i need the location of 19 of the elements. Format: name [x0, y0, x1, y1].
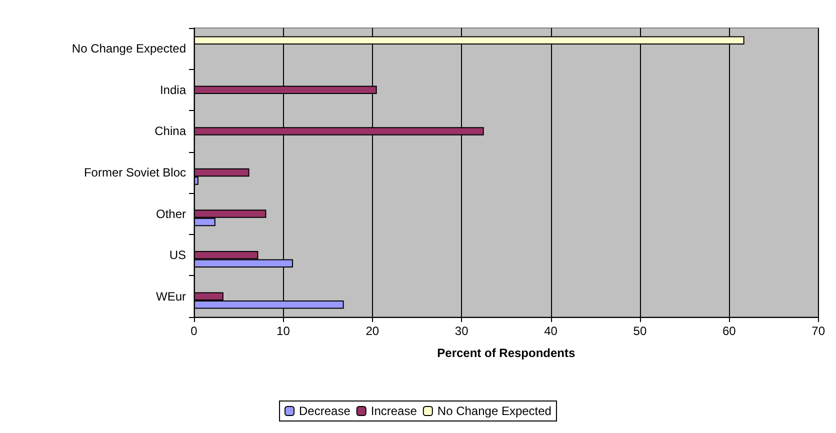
- x-tick-label: 70: [812, 324, 826, 338]
- x-tick-label: 60: [722, 324, 736, 338]
- y-tick-label: China: [154, 124, 186, 138]
- x-tick-label: 50: [633, 324, 647, 338]
- y-tick-label: US: [169, 248, 186, 262]
- y-tick-label: Other: [156, 206, 186, 221]
- legend-label: Increase: [370, 404, 418, 418]
- x-tick-label: 0: [190, 324, 198, 338]
- y-tick-label: WEur: [156, 289, 186, 304]
- x-tick-label: 30: [454, 324, 469, 338]
- legend-label: Decrease: [299, 404, 351, 418]
- x-tick-label: 40: [544, 324, 558, 338]
- y-tick-label: India: [160, 82, 186, 97]
- y-tick-label: Former Soviet Bloc: [84, 166, 186, 180]
- x-tick-label: 10: [276, 324, 290, 338]
- x-tick-label: 20: [366, 324, 380, 338]
- y-tick-label: No Change Expected: [72, 42, 186, 56]
- legend-label: No Change Expected: [437, 404, 552, 418]
- x-axis-title: Percent of Respondents: [437, 346, 576, 360]
